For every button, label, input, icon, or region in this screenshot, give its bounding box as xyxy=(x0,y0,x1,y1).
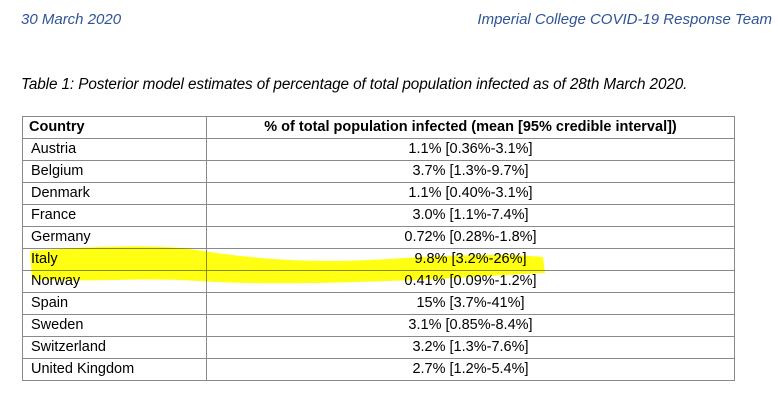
column-header-percent-infected: % of total population infected (mean [95… xyxy=(206,116,735,139)
country-cell: Spain xyxy=(22,292,207,315)
country-cell: United Kingdom xyxy=(22,358,207,381)
country-cell: Sweden xyxy=(22,314,207,337)
value-cell: 0.41% [0.09%-1.2%] xyxy=(206,270,735,293)
value-cell: 3.1% [0.85%-8.4%] xyxy=(206,314,735,337)
table-row: France 3.0% [1.1%-7.4%] xyxy=(22,204,735,227)
country-cell: Italy xyxy=(22,248,207,271)
table-row-highlighted: Italy 9.8% [3.2%-26%] xyxy=(22,248,735,271)
table-row: Norway 0.41% [0.09%-1.2%] xyxy=(22,270,735,293)
table-row: Switzerland 3.2% [1.3%-7.6%] xyxy=(22,336,735,359)
table-header-row: Country % of total population infected (… xyxy=(22,116,735,139)
country-cell: Germany xyxy=(22,226,207,249)
country-cell: Denmark xyxy=(22,182,207,205)
document-date: 30 March 2020 xyxy=(21,11,122,28)
table-row: Denmark 1.1% [0.40%-3.1%] xyxy=(22,182,735,205)
value-cell: 0.72% [0.28%-1.8%] xyxy=(206,226,735,249)
value-cell: 1.1% [0.36%-3.1%] xyxy=(206,138,735,161)
country-cell: Norway xyxy=(22,270,207,293)
table-row: United Kingdom 2.7% [1.2%-5.4%] xyxy=(22,358,735,381)
value-cell: 3.0% [1.1%-7.4%] xyxy=(206,204,735,227)
value-cell: 3.7% [1.3%-9.7%] xyxy=(206,160,735,183)
value-cell: 15% [3.7%-41%] xyxy=(206,292,735,315)
organization-name: Imperial College COVID-19 Response Team xyxy=(477,11,772,28)
column-header-country: Country xyxy=(22,116,207,139)
table-row: Austria 1.1% [0.36%-3.1%] xyxy=(22,138,735,161)
country-cell: Switzerland xyxy=(22,336,207,359)
value-cell: 1.1% [0.40%-3.1%] xyxy=(206,182,735,205)
infection-estimates-table: Country % of total population infected (… xyxy=(22,116,735,381)
table-row: Sweden 3.1% [0.85%-8.4%] xyxy=(22,314,735,337)
table-row: Germany 0.72% [0.28%-1.8%] xyxy=(22,226,735,249)
table-row: Spain 15% [3.7%-41%] xyxy=(22,292,735,315)
value-cell: 9.8% [3.2%-26%] xyxy=(206,248,735,271)
country-cell: France xyxy=(22,204,207,227)
country-cell: Belgium xyxy=(22,160,207,183)
country-cell: Austria xyxy=(22,138,207,161)
value-cell: 2.7% [1.2%-5.4%] xyxy=(206,358,735,381)
value-cell: 3.2% [1.3%-7.6%] xyxy=(206,336,735,359)
table-caption: Table 1: Posterior model estimates of pe… xyxy=(21,76,688,93)
table-row: Belgium 3.7% [1.3%-9.7%] xyxy=(22,160,735,183)
